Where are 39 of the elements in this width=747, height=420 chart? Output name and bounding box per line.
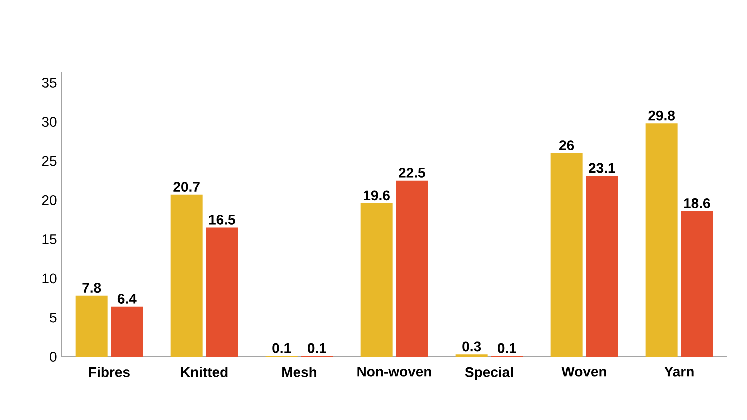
data-label: 0.3 [462, 342, 482, 352]
y-tick-label: 0 [50, 352, 57, 362]
y-tick-label: 30 [42, 117, 57, 128]
data-label: 0.1 [308, 343, 326, 354]
data-label: 6.4 [118, 294, 137, 304]
data-label: 20.7 [174, 182, 200, 192]
y-tick-label: 10 [42, 274, 57, 284]
y-tick-label: 15 [42, 234, 57, 244]
x-tick-label: Fibres [89, 367, 130, 378]
bar [646, 124, 678, 357]
bar [396, 180, 428, 357]
bar [550, 153, 583, 357]
bar [170, 194, 203, 357]
data-label: 19.6 [364, 190, 390, 201]
bar [360, 204, 393, 357]
y-tick-label: 20 [42, 195, 57, 206]
data-label: 22.5 [399, 168, 426, 178]
data-label: 0.1 [272, 343, 292, 354]
bar [76, 296, 108, 357]
data-label: 7.8 [82, 283, 102, 293]
data-label: 18.6 [684, 198, 710, 208]
x-tick-label: Mesh [282, 367, 317, 378]
data-label: 23.1 [589, 163, 616, 174]
data-label: 29.8 [648, 110, 675, 121]
data-label: 0.1 [498, 343, 516, 354]
y-tick-label: 35 [42, 78, 57, 88]
y-tick-label: 5 [50, 312, 57, 323]
x-tick-label: Woven [562, 367, 606, 377]
x-tick-label: Yarn [664, 367, 694, 377]
x-tick-label: Special [465, 367, 514, 380]
x-tick-label: Non-woven [358, 367, 432, 377]
y-tick-label: 25 [42, 156, 57, 166]
data-label: 16.5 [209, 214, 236, 225]
bar [111, 306, 144, 357]
bar [586, 176, 618, 357]
bar [206, 228, 238, 357]
x-tick-label: Knitted [181, 367, 228, 378]
bar [681, 211, 714, 357]
data-label: 26 [560, 140, 574, 150]
